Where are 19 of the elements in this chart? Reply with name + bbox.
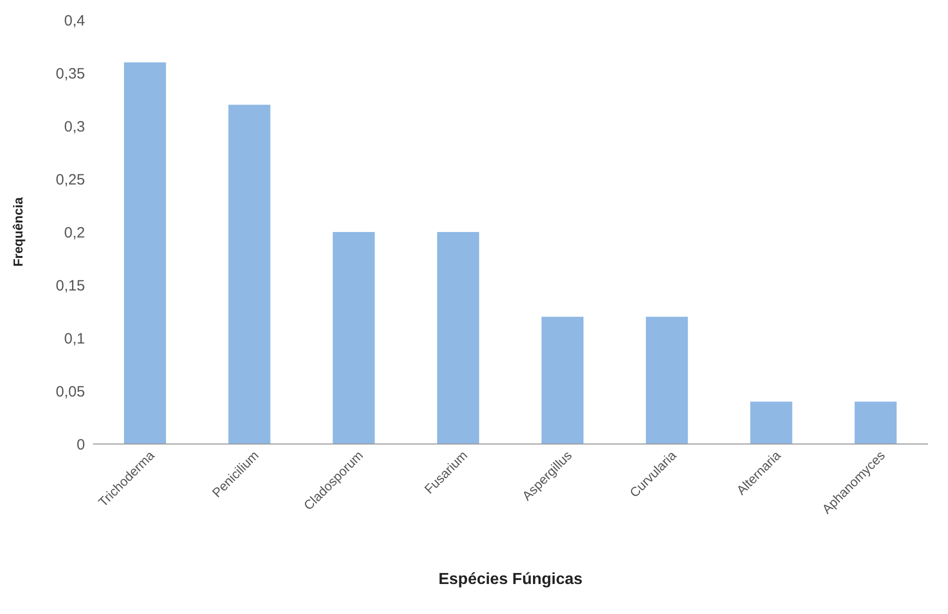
y-tick-label: 0,25 (56, 171, 85, 188)
bar (542, 316, 584, 444)
y-tick-label: 0 (76, 436, 85, 454)
bar (228, 104, 270, 444)
bar (437, 232, 480, 444)
y-tick-label: 0,35 (56, 65, 85, 82)
y-tick-label: 0,15 (56, 277, 85, 294)
y-tick-label: 0,05 (56, 383, 85, 400)
y-tick-label: 0,3 (64, 118, 85, 136)
y-tick-label: 0,2 (64, 224, 85, 242)
x-axis-title: Espécies Fúngicas (438, 571, 583, 588)
y-tick-label: 0,4 (64, 12, 85, 30)
bar (750, 402, 792, 444)
bar (854, 402, 897, 444)
bar (646, 316, 688, 444)
y-axis-title: Frequência (10, 196, 26, 267)
bar (124, 62, 166, 444)
y-tick-label: 0,1 (64, 330, 85, 348)
bar (332, 232, 375, 444)
